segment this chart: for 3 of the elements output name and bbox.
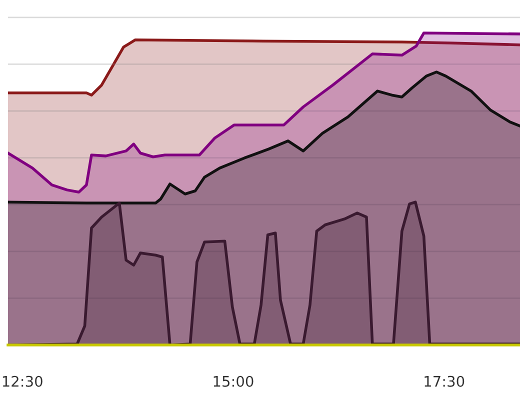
x-tick-label: 15:00 — [214, 376, 254, 387]
x-tick-label: 17:30 — [424, 376, 464, 387]
x-tick-label: 12:30 — [2, 376, 42, 387]
